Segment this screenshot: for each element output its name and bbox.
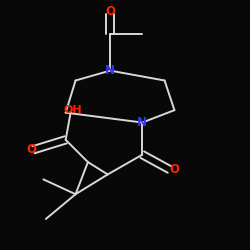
Text: O: O <box>170 163 179 176</box>
Text: N: N <box>137 116 147 129</box>
Text: N: N <box>105 64 115 77</box>
Text: O: O <box>105 5 115 18</box>
Text: OH: OH <box>64 105 82 115</box>
Text: O: O <box>26 143 36 156</box>
